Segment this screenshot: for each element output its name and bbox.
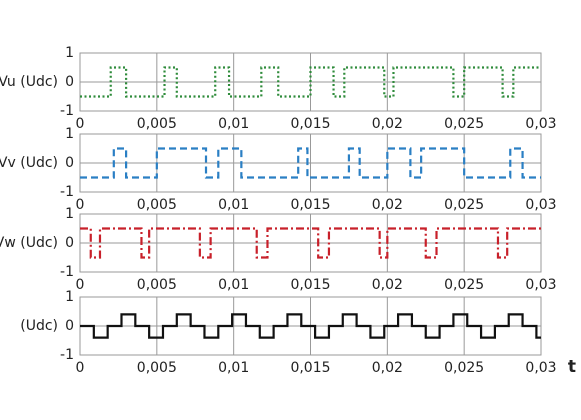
x-tick-label: 0,005	[137, 116, 177, 132]
x-tick-label: 0,01	[218, 197, 249, 213]
x-tick-label: 0,01	[218, 116, 249, 132]
y-axis-label: (Udc)	[20, 318, 58, 334]
y-tick-label: 1	[65, 289, 74, 305]
y-tick-label: 0	[65, 74, 74, 90]
x-tick-label: 0,015	[290, 360, 330, 376]
x-tick-label: 0,03	[525, 116, 556, 132]
y-tick-label: -1	[60, 184, 74, 200]
y-tick-label: 0	[65, 155, 74, 171]
y-tick-label: 0	[65, 318, 74, 334]
y-axis-label: Vw (Udc)	[0, 235, 58, 251]
y-tick-label: -1	[60, 264, 74, 280]
x-tick-label: 0,005	[137, 277, 177, 293]
x-tick-label: 0,02	[372, 197, 403, 213]
y-tick-label: 1	[65, 206, 74, 222]
x-tick-label: 0,015	[290, 197, 330, 213]
x-tick-label: 0,005	[137, 360, 177, 376]
x-tick-label: 0,025	[444, 197, 484, 213]
y-tick-label: -1	[60, 347, 74, 363]
waveform	[80, 313, 541, 339]
x-tick-label: 0,01	[218, 277, 249, 293]
x-tick-label: 0	[76, 116, 85, 132]
y-tick-label: 1	[65, 126, 74, 142]
x-tick-label: 0,025	[444, 277, 484, 293]
x-tick-label: 0,03	[525, 360, 556, 376]
x-tick-label: 0,005	[137, 197, 177, 213]
x-tick-label: 0	[76, 360, 85, 376]
y-axis-label: Vv (Udc)	[0, 155, 58, 171]
x-tick-label: 0,01	[218, 360, 249, 376]
x-axis-label: t	[568, 357, 576, 377]
y-tick-label: -1	[60, 103, 74, 119]
y-axis-label: Vu (Udc)	[0, 74, 58, 90]
y-tick-label: 1	[65, 45, 74, 61]
x-tick-label: 0,015	[290, 277, 330, 293]
x-tick-label: 0	[76, 197, 85, 213]
y-tick-label: 0	[65, 235, 74, 251]
x-tick-label: 0,015	[290, 116, 330, 132]
x-tick-label: 0,03	[525, 197, 556, 213]
x-tick-label: 0,02	[372, 360, 403, 376]
x-tick-label: 0,02	[372, 277, 403, 293]
x-tick-label: 0	[76, 277, 85, 293]
x-tick-label: 0,025	[444, 360, 484, 376]
waveform	[80, 147, 541, 179]
x-tick-label: 0,03	[525, 277, 556, 293]
waveform	[80, 227, 541, 259]
waveform	[80, 66, 541, 98]
x-tick-label: 0,02	[372, 116, 403, 132]
x-tick-label: 0,025	[444, 116, 484, 132]
